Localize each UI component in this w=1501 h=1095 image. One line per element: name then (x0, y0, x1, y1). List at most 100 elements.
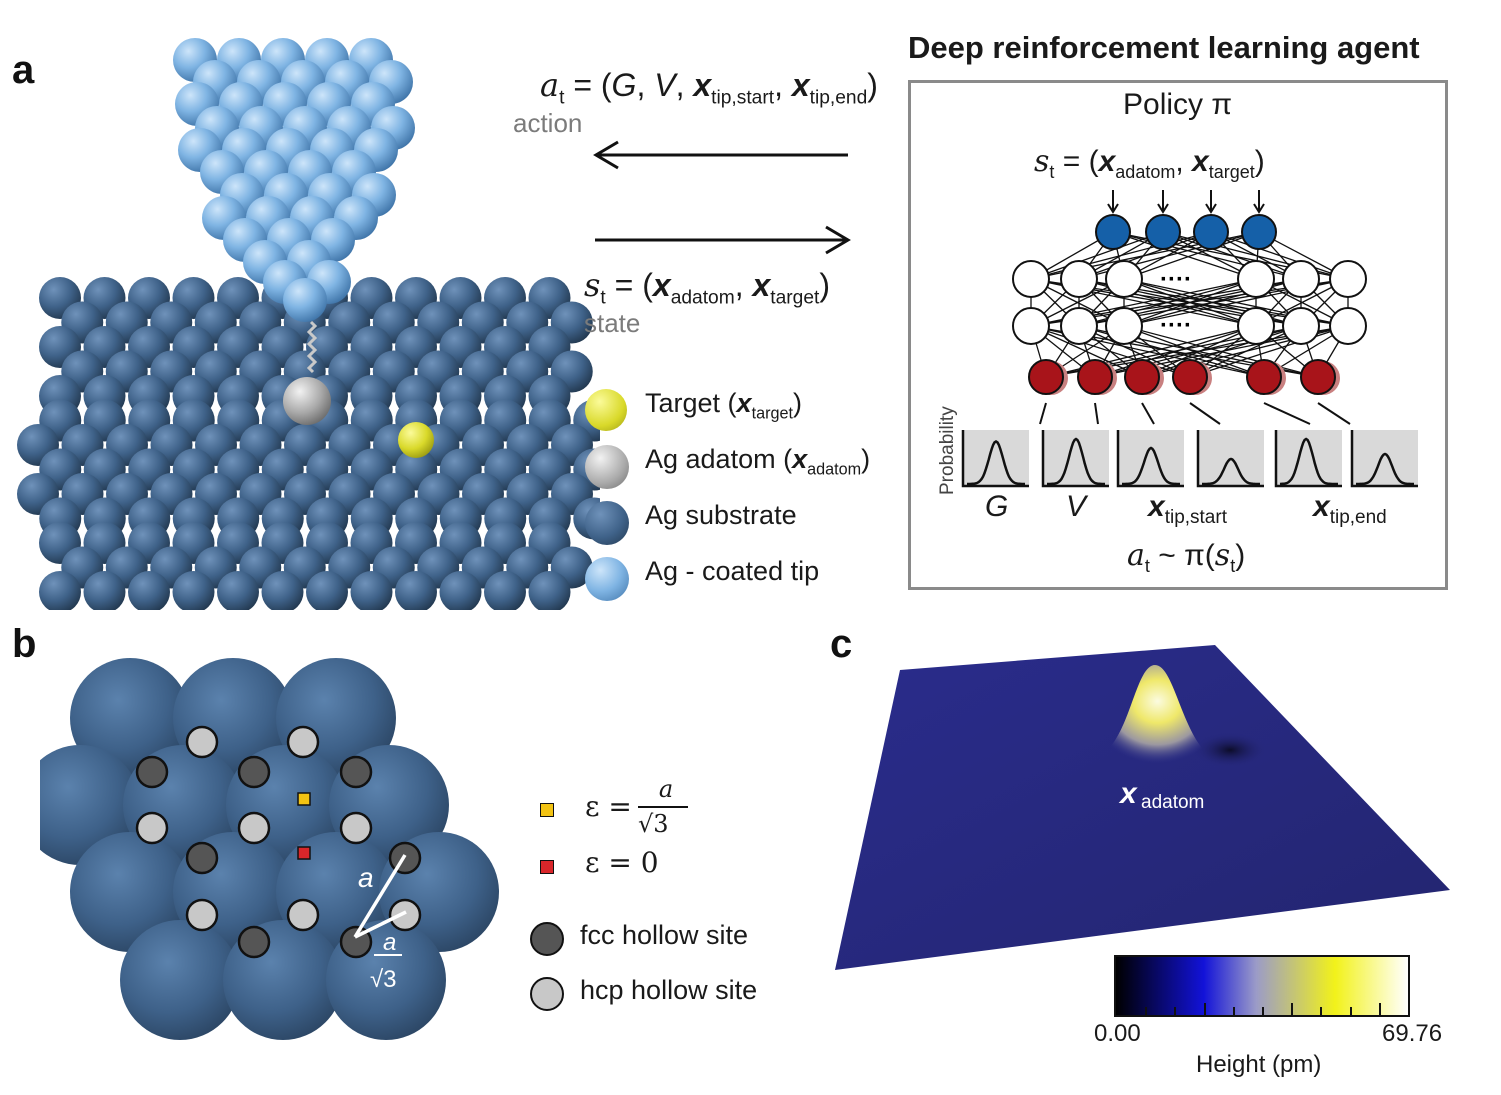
distribution-curve (1356, 452, 1414, 486)
legend-frac-den: √3 (638, 810, 669, 838)
action-g: G (611, 67, 637, 103)
agent-box (908, 80, 1448, 590)
colorbar-tick (1262, 1007, 1264, 1015)
output-arrow (1189, 402, 1221, 425)
distribution-box (1352, 430, 1418, 486)
substrate-atom (217, 571, 259, 610)
epsilon-zero-marker (297, 846, 311, 860)
hidden-node (1329, 307, 1367, 345)
hidden-ellipsis-2: ···· (1160, 312, 1192, 339)
hidden-node (1012, 307, 1050, 345)
peak-label-sub: adatom (1141, 792, 1204, 813)
colorbar-tick (1174, 1007, 1177, 1015)
distribution-axes (961, 430, 1029, 488)
hidden-node (1237, 307, 1275, 345)
dist-label-x-start: xtip,start (1148, 490, 1227, 529)
state-x-adatom: x (652, 267, 671, 303)
sample-close: ) (1235, 539, 1246, 572)
lattice-frac-num: a (383, 929, 396, 956)
colorbar-max: 69.76 (1382, 1020, 1443, 1047)
state-close: ) (819, 267, 830, 303)
policy-label: Policy π (1123, 88, 1233, 121)
fcc-site (237, 755, 271, 789)
legend-adatom-text: Ag adatom (xadatom) (645, 444, 870, 479)
input-node (1193, 214, 1229, 250)
state-sub-target: target (770, 287, 820, 309)
hidden-node (1105, 307, 1143, 345)
atom-legend: Target (xtarget) Ag adatom (xadatom) Ag … (585, 384, 915, 608)
panel-a-letter: a (12, 48, 35, 92)
output-arrow (1263, 402, 1311, 425)
tip-swatch-icon (585, 557, 629, 601)
agent-state-sub: t (1049, 162, 1055, 182)
lattice-label-a: a (358, 862, 374, 893)
probability-label-wrap: Probability (937, 390, 961, 500)
agent-state-x-target: x (1192, 145, 1209, 178)
lattice-atoms (40, 658, 499, 1040)
output-node (1172, 359, 1208, 395)
distribution-curve (1202, 457, 1260, 486)
agent-env-arrows (593, 140, 851, 255)
edge (1189, 325, 1349, 378)
stm-tip-illustration (17, 38, 600, 610)
hcp-site (185, 725, 219, 759)
network-edges (1030, 231, 1349, 378)
legend-item-target: Target (xtarget) (585, 384, 915, 440)
substrate-atoms (17, 277, 600, 610)
state-sub-adatom: adatom (670, 287, 735, 309)
distribution-axes (1116, 430, 1184, 488)
agent-state-sub-adatom: adatom (1115, 162, 1176, 182)
hidden-node (1012, 260, 1050, 298)
hcp-site (339, 811, 373, 845)
legend-adatom-post: ) (861, 444, 871, 474)
colorbar-tick (1145, 1007, 1148, 1015)
agent-state-eq-open: = ( (1054, 145, 1099, 178)
legend-target-pre: Target ( (645, 388, 737, 418)
fcc-site-icon (530, 922, 564, 956)
colorbar-tick (1203, 1003, 1206, 1015)
network-nodes (1012, 214, 1367, 395)
input-node (1145, 214, 1181, 250)
legend-frac-bar (638, 806, 688, 808)
agent-state-symbol: s (1034, 144, 1050, 179)
action-symbol: a (540, 66, 560, 104)
panel-c-letter: c (830, 622, 853, 666)
agent-state-comma: , (1175, 145, 1193, 178)
state-x-target: x (752, 267, 771, 303)
agent-state-sub-target: target (1208, 162, 1255, 182)
legend-item-adatom: Ag adatom (xadatom) (585, 440, 915, 496)
hcp-site (237, 811, 271, 845)
substrate-atom (439, 571, 482, 610)
hidden-ellipsis-1: ···· (1160, 266, 1192, 293)
adatom-peak (1100, 665, 1215, 769)
substrate-atom (395, 571, 437, 610)
sample-a: a (1127, 538, 1145, 573)
substrate-swatch-icon (585, 501, 629, 545)
action-x-start: x (693, 67, 712, 103)
site-legend: ε = a √3 ε = 0 fcc hollow site hcp hollo… (530, 770, 810, 1060)
fcc-site (135, 755, 169, 789)
legend-adatom-sub: adatom (807, 460, 862, 479)
sample-equation: at ~ π(st) (1127, 538, 1245, 577)
tip-atoms (173, 38, 415, 322)
substrate-atom (172, 571, 215, 610)
target-swatch-icon (585, 389, 627, 431)
hcp-site (185, 898, 219, 932)
edge (1112, 231, 1257, 280)
output-node (1124, 359, 1160, 395)
legend-substrate-text: Ag substrate (645, 500, 797, 530)
legend-hcp-text: hcp hollow site (580, 975, 758, 1005)
colorbar-tick (1291, 1003, 1294, 1015)
substrate-atom (128, 571, 170, 610)
output-node (1028, 359, 1064, 395)
legend-fcc-text: fcc hollow site (580, 920, 749, 950)
stm-height-map: x adatom (835, 645, 1450, 970)
ag-adatom (283, 377, 331, 425)
distribution-axes (1350, 430, 1418, 488)
state-symbol: s (584, 266, 601, 304)
substrate-atom (39, 571, 81, 610)
tip-atom (283, 278, 327, 322)
legend-tip-text: Ag - coated tip (645, 556, 820, 586)
fcc-site (237, 925, 271, 959)
